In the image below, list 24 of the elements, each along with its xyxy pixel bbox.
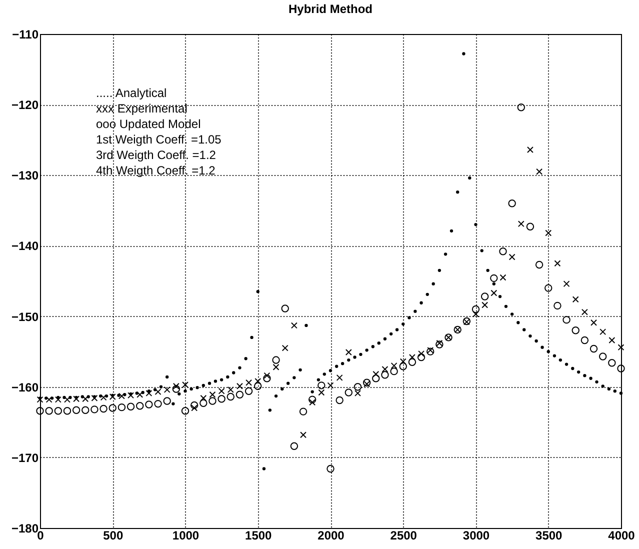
x-tick-label: 1500	[245, 528, 272, 542]
y-tick-label: −110	[12, 28, 39, 42]
y-tick-label: −130	[11, 168, 39, 183]
x-tick-label: 1000	[172, 528, 200, 542]
y-tick-label: −180	[11, 522, 39, 536]
y-tick-label: −170	[11, 450, 39, 465]
x-tick-label: 500	[103, 528, 124, 542]
annotation: ooo Updated Model	[96, 117, 201, 131]
annotation: xxx Experimental	[96, 102, 188, 116]
y-tick-label: −140	[11, 239, 39, 254]
annotation: ..... Analytical	[96, 86, 167, 100]
x-tick-label: 2500	[390, 528, 418, 542]
chart-title: Hybrid Method	[288, 2, 372, 16]
y-tick-label: −160	[11, 380, 39, 394]
x-tick-label: 3000	[462, 528, 490, 542]
y-tick-label: −150	[11, 310, 39, 324]
x-tick-label: 4000	[608, 528, 636, 542]
x-tick-label: 2000	[318, 528, 345, 542]
y-tick-label: −120	[11, 98, 39, 112]
x-tick-label: 0	[37, 528, 44, 542]
x-tick-label: 3500	[536, 528, 563, 542]
annotation: 3rd Weigth Coeff. =1.2	[96, 148, 216, 162]
annotation: 4th Weigth Coeff. =1.2	[96, 164, 216, 178]
annotation: 1st Weigth Coeff. =1.05	[96, 132, 222, 146]
